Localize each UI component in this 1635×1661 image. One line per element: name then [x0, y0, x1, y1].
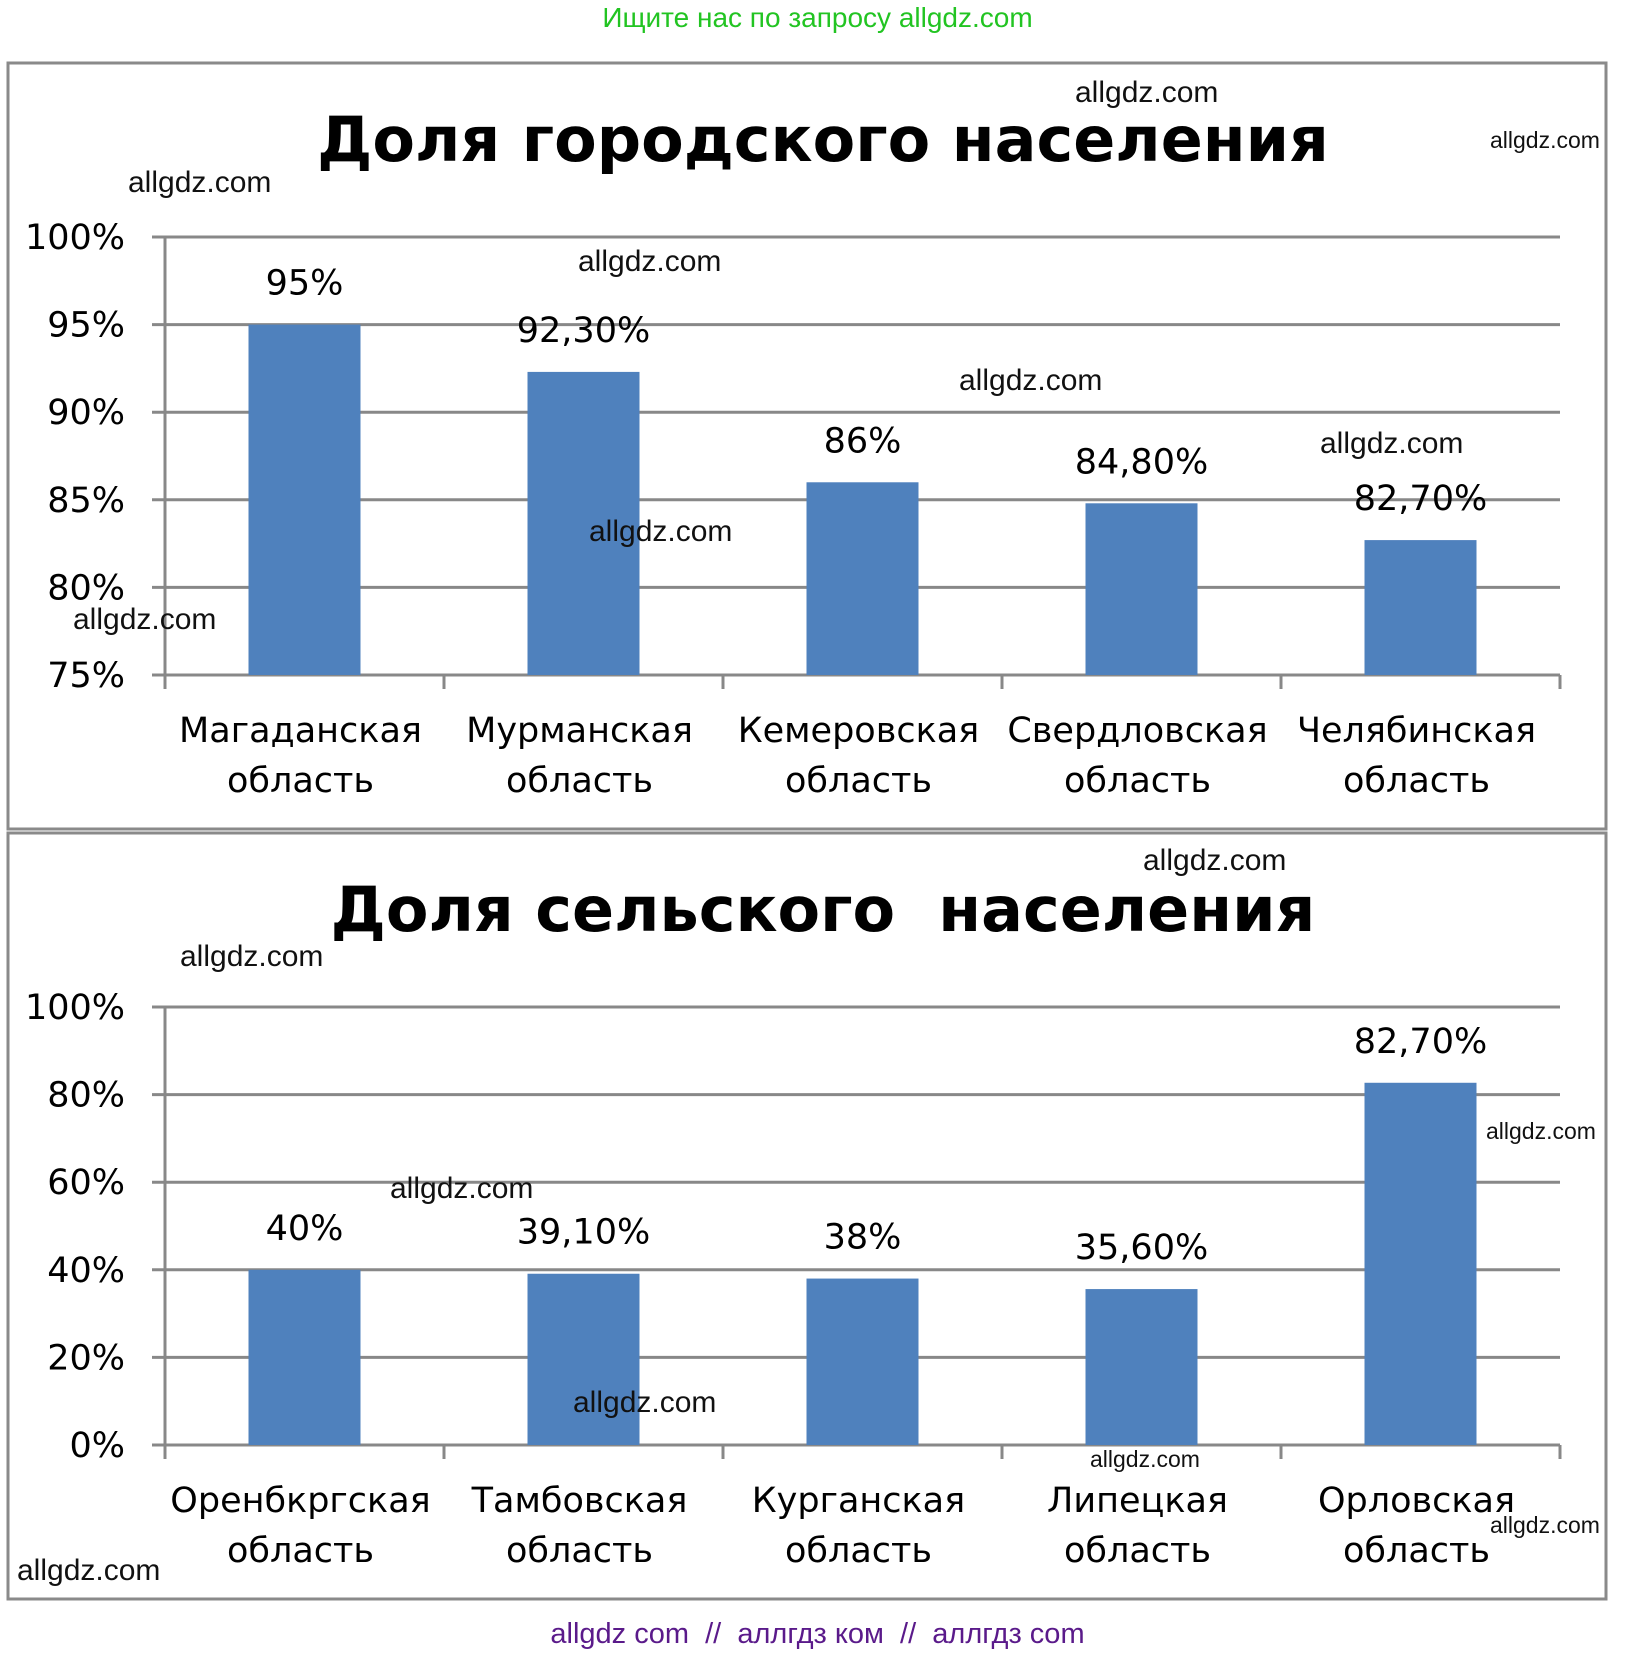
- chart-title: Доля городского населения: [317, 103, 1329, 176]
- x-category-label: Орловская: [1318, 1481, 1515, 1521]
- watermark: allgdz.com: [578, 245, 722, 278]
- data-label: 82,70%: [1354, 479, 1487, 519]
- watermark: allgdz.com: [1486, 1118, 1596, 1144]
- x-category-label: область: [227, 1531, 374, 1571]
- x-category-label: Курганская: [752, 1481, 965, 1521]
- rural-population-chart: Доля сельского населения 0% 20% 40% 60% 80% 10…: [6, 831, 1608, 1601]
- bottom-banner: allgdz com // аллгдз ком // аллгдз com: [550, 1618, 1085, 1650]
- data-label: 82,70%: [1354, 1022, 1487, 1062]
- y-tick-label: 75%: [47, 656, 125, 696]
- bar: [806, 1278, 919, 1445]
- watermark: allgdz.com: [1320, 427, 1464, 460]
- x-category-label: Челябинская: [1297, 711, 1536, 751]
- watermark: allgdz.com: [390, 1172, 534, 1205]
- y-tick-label: 60%: [47, 1163, 125, 1203]
- chart-title: Доля сельского населения: [331, 873, 1316, 946]
- y-tick-label: 100%: [25, 218, 125, 258]
- y-tick-label: 80%: [47, 568, 125, 608]
- watermark: allgdz.com: [1143, 844, 1287, 877]
- bar: [248, 1269, 361, 1445]
- watermark: allgdz.com: [1490, 127, 1600, 153]
- watermark: allgdz.com: [128, 166, 272, 199]
- x-category-label: Липецкая: [1047, 1481, 1228, 1521]
- x-category-label: Свердловская: [1007, 711, 1267, 751]
- watermark: allgdz.com: [73, 603, 217, 636]
- bar: [1364, 540, 1477, 675]
- watermark: allgdz.com: [1075, 76, 1219, 109]
- y-tick-label: 20%: [47, 1338, 125, 1378]
- y-tick-label: 95%: [47, 306, 125, 346]
- x-category-label: область: [1064, 1531, 1211, 1571]
- x-category-label: область: [506, 1531, 653, 1571]
- y-tick-label: 0%: [69, 1426, 125, 1466]
- y-tick-label: 85%: [47, 481, 125, 521]
- x-category-label: Мурманская: [466, 711, 693, 751]
- x-category-label: область: [506, 761, 653, 801]
- data-label: 39,10%: [517, 1213, 650, 1253]
- x-category-label: область: [1064, 761, 1211, 801]
- bar: [527, 1273, 640, 1445]
- x-category-label: Кемеровская: [738, 711, 979, 751]
- x-category-label: область: [1343, 761, 1490, 801]
- data-label: 95%: [266, 264, 344, 304]
- x-category-label: область: [785, 761, 932, 801]
- watermark: allgdz.com: [1090, 1446, 1200, 1472]
- x-category-label: область: [785, 1531, 932, 1571]
- watermark: allgdz.com: [1490, 1512, 1600, 1538]
- chart-frame: [6, 831, 1608, 1601]
- data-label: 84,80%: [1075, 442, 1208, 482]
- top-banner: Ищите нас по запросу allgdz.com: [602, 2, 1033, 33]
- bar: [1364, 1082, 1477, 1445]
- watermark: allgdz.com: [959, 364, 1103, 397]
- watermark: allgdz.com: [17, 1554, 161, 1587]
- y-tick-label: 100%: [25, 988, 125, 1028]
- bar: [1085, 503, 1198, 675]
- data-label: 35,60%: [1075, 1228, 1208, 1268]
- x-category-label: Тамбовская: [471, 1481, 688, 1521]
- data-label: 38%: [824, 1218, 902, 1258]
- bar: [806, 482, 919, 675]
- x-category-label: Оренбкргская: [170, 1481, 430, 1521]
- bar: [1085, 1289, 1198, 1445]
- x-category-label: область: [227, 761, 374, 801]
- x-category-label: область: [1343, 1531, 1490, 1571]
- y-tick-label: 90%: [47, 393, 125, 433]
- data-label: 40%: [266, 1209, 344, 1249]
- bar: [248, 324, 361, 675]
- watermark: allgdz.com: [180, 940, 324, 973]
- x-category-label: Магаданская: [179, 711, 422, 751]
- data-label: 86%: [824, 421, 902, 461]
- bar: [527, 371, 640, 675]
- data-label: 92,30%: [517, 311, 650, 351]
- y-tick-label: 80%: [47, 1076, 125, 1116]
- watermark: allgdz.com: [573, 1386, 717, 1419]
- y-tick-label: 40%: [47, 1251, 125, 1291]
- urban-population-chart: Доля городского населения 75% 80% 85% 90% 95%…: [6, 61, 1608, 831]
- watermark: allgdz.com: [589, 515, 733, 548]
